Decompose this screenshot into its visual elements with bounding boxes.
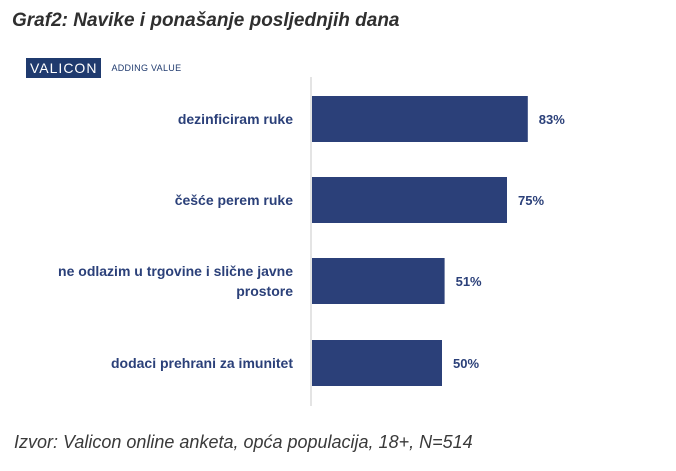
logo-brand: VALICON (26, 58, 102, 78)
chart-title: Graf2: Navike i ponašanje posljednjih da… (12, 10, 400, 31)
category-label: dezinficiram ruke (178, 111, 293, 127)
category-label: ne odlazim u trgovine i slične javne (58, 263, 293, 279)
bar-value-label: 83% (539, 112, 565, 127)
category-label: dodaci prehrani za imunitet (111, 355, 293, 371)
bar (312, 340, 442, 386)
bar-value-label: 51% (456, 274, 482, 289)
source-note: Izvor: Valicon online anketa, opća popul… (14, 432, 473, 452)
category-label: češće perem ruke (175, 192, 294, 208)
bar-value-label: 75% (518, 193, 544, 208)
bar (312, 96, 528, 142)
logo-tagline: ADDING VALUE (111, 63, 182, 73)
category-label: prostore (236, 283, 293, 299)
bar-value-label: 50% (453, 356, 479, 371)
bar (312, 177, 507, 223)
valicon-logo: VALICON ADDING VALUE (26, 58, 181, 78)
bar (312, 258, 445, 304)
